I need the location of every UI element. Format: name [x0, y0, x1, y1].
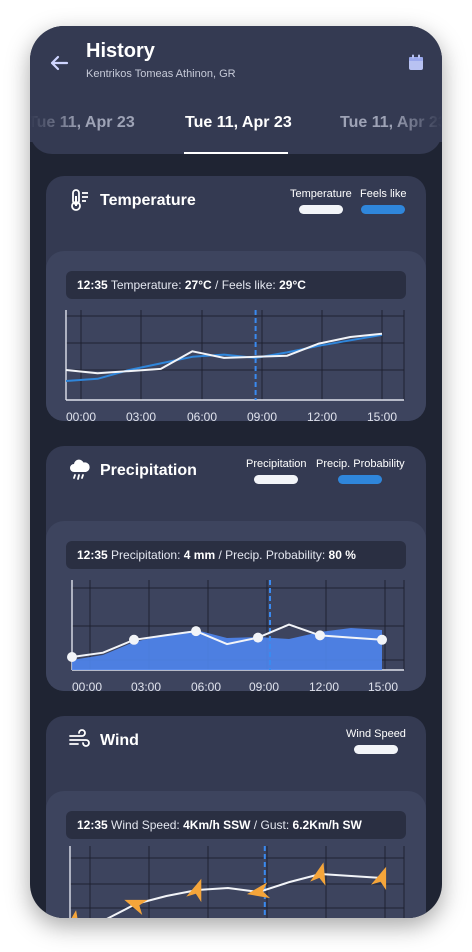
temperature-line	[65, 332, 383, 375]
x-tick: 00:00	[65, 410, 97, 424]
temperature-x-axis: 00:00 03:00 06:00 09:00 12:00 15:00	[46, 410, 426, 426]
wind-direction-arrow-icon	[310, 862, 326, 886]
temperature-card: Temperature Temperature Feels like 12:35…	[46, 176, 426, 424]
legend-feels-like-label: Feels like	[360, 188, 407, 200]
x-tick: 00:00	[71, 680, 103, 694]
precipitation-point	[191, 626, 201, 637]
wind-direction-arrow-icon	[186, 878, 202, 903]
precipitation-chart-panel: 12:35 Precipitation: 4 mm / Precip. Prob…	[46, 521, 426, 694]
location-subtitle: Kentrikos Tomeas Athinon, GR	[86, 68, 236, 80]
history-header: History Kentrikos Tomeas Athinon, GR Tue…	[30, 26, 442, 154]
precipitation-line	[71, 623, 383, 658]
wind-direction-arrow-icon	[124, 899, 148, 915]
x-tick: 06:00	[190, 680, 222, 694]
legend-feels-like: Feels like	[360, 188, 406, 214]
calendar-icon[interactable]	[408, 54, 424, 71]
tab-fade-left	[30, 106, 80, 142]
precipitation-chart[interactable]	[46, 576, 426, 676]
wind-direction-arrow-icon	[64, 910, 81, 918]
wind-speed-line	[106, 872, 383, 918]
date-tab-current[interactable]: Tue 11, Apr 23	[185, 114, 292, 131]
page-title: History	[86, 40, 155, 62]
precipitation-point	[67, 652, 77, 662]
temperature-title: Temperature	[100, 192, 196, 209]
readout-separator: /	[215, 278, 219, 292]
x-tick: 03:00	[130, 680, 162, 694]
temperature-readout: 12:35 Temperature: 27°C / Feels like: 29…	[66, 271, 406, 299]
legend-wind-speed-label: Wind Speed	[346, 728, 406, 740]
legend-wind-speed-swatch	[353, 745, 398, 754]
legend-temperature-swatch	[298, 205, 343, 214]
readout-value-2: 6.2Km/h SW	[292, 818, 362, 832]
wind-readout: 12:35 Wind Speed: 4Km/h SSW / Gust: 6.2K…	[66, 811, 406, 839]
tab-fade-right	[392, 106, 442, 142]
wind-chart-panel: 12:35 Wind Speed: 4Km/h SSW / Gust: 6.2K…	[46, 791, 426, 918]
readout-label-2: Gust:	[260, 818, 290, 832]
x-tick: 09:00	[246, 410, 278, 424]
readout-separator: /	[253, 818, 258, 832]
temperature-chart-panel: 12:35 Temperature: 27°C / Feels like: 29…	[46, 251, 426, 424]
precip-probability-area	[72, 628, 382, 670]
x-tick: 15:00	[366, 410, 398, 424]
legend-probability-swatch	[338, 475, 383, 484]
wind-card: Wind Wind Speed 12:35 Wind Speed: 4Km/h …	[46, 716, 426, 918]
legend-wind-speed: Wind Speed	[346, 728, 406, 754]
legend-temperature: Temperature	[290, 188, 352, 214]
precipitation-title: Precipitation	[100, 462, 197, 479]
rain-cloud-icon	[70, 459, 90, 480]
x-tick: 06:00	[186, 410, 218, 424]
x-tick: 12:00	[308, 680, 340, 694]
readout-value-2: 80 %	[328, 548, 356, 562]
readout-label-1: Precipitation:	[111, 548, 181, 562]
precipitation-card: Precipitation Precipitation Precip. Prob…	[46, 446, 426, 694]
precipitation-point	[129, 634, 139, 645]
wind-direction-arrow-icon	[371, 866, 387, 891]
temperature-chart[interactable]	[46, 306, 426, 406]
x-tick: 03:00	[125, 410, 157, 424]
precipitation-point	[315, 630, 325, 641]
readout-time: 12:35	[77, 818, 108, 832]
precipitation-x-axis: 00:00 03:00 06:00 09:00 12:00 15:00	[46, 680, 426, 696]
wind-icon	[69, 729, 90, 747]
readout-label-2: Precip. Probability:	[225, 548, 326, 562]
readout-separator: /	[218, 548, 222, 562]
precipitation-readout: 12:35 Precipitation: 4 mm / Precip. Prob…	[66, 541, 406, 569]
legend-temperature-label: Temperature	[290, 188, 352, 200]
active-tab-indicator	[184, 152, 288, 154]
legend-feels-like-swatch	[361, 205, 406, 214]
precipitation-point	[377, 634, 387, 645]
wind-title: Wind	[100, 732, 139, 749]
legend-precipitation-label: Precipitation	[246, 458, 307, 470]
readout-time: 12:35	[77, 548, 108, 562]
x-tick: 15:00	[367, 680, 399, 694]
readout-label-1: Wind Speed:	[111, 818, 180, 832]
legend-probability-label: Precip. Probability	[316, 458, 405, 470]
readout-value-1: 4Km/h SSW	[183, 818, 251, 832]
readout-label-1: Temperature:	[110, 278, 182, 292]
x-tick: 09:00	[248, 680, 280, 694]
phone-frame: History Kentrikos Tomeas Athinon, GR Tue…	[30, 26, 442, 918]
wind-chart[interactable]	[46, 846, 426, 918]
readout-value-1: 4 mm	[183, 548, 216, 562]
readout-time: 12:35	[77, 278, 108, 292]
thermometer-icon	[71, 189, 88, 211]
legend-precipitation-swatch	[254, 475, 299, 484]
readout-label-2: Feels like:	[221, 278, 276, 292]
readout-value-2: 29°C	[279, 278, 306, 292]
precipitation-point	[253, 632, 263, 643]
legend-probability: Precip. Probability	[316, 458, 405, 484]
legend-precipitation: Precipitation	[246, 458, 307, 484]
readout-value-1: 27°C	[184, 278, 212, 292]
wind-direction-arrow-icon	[246, 882, 271, 899]
feels-like-line	[65, 333, 383, 382]
x-tick: 12:00	[306, 410, 338, 424]
back-arrow-icon[interactable]	[48, 52, 70, 74]
